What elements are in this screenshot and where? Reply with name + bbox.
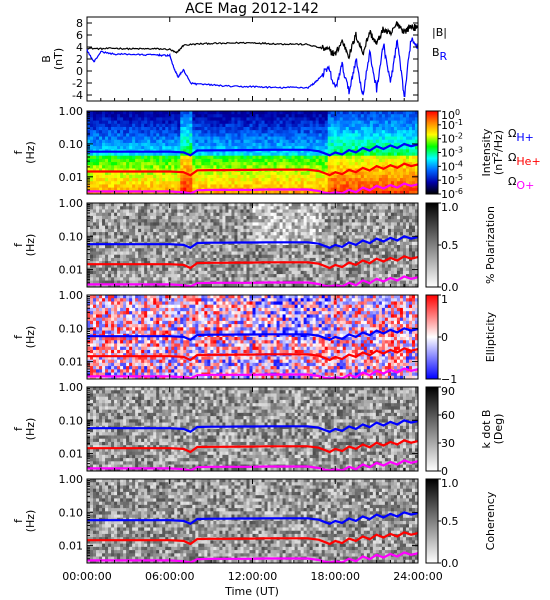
colorbar-tick-label: 10-5	[441, 173, 463, 187]
x-tick-label: 18:00:00	[311, 570, 360, 583]
colorbar-unit: (Deg)	[492, 414, 505, 445]
y-tick-label: 0.10	[59, 506, 84, 519]
colorbar-unit: (nT2/Hz)	[491, 130, 505, 175]
colorbar-tick-label: 60	[441, 409, 455, 422]
legend-b-magnitude: |B|	[432, 26, 447, 39]
y-axis-label: f	[12, 334, 25, 339]
colorbar-label: k dot B	[480, 410, 493, 449]
gyrofrequency-line-h-plus	[87, 419, 419, 434]
y-tick-label: 0.10	[59, 414, 84, 427]
gyrofrequency-line-he-plus	[87, 439, 419, 454]
colorbar-tick-label: 10-3	[441, 146, 463, 160]
colorbar-tick-label: 0.5	[441, 239, 459, 252]
gyrofrequency-line-h-plus	[87, 327, 419, 342]
y-tick-label: 1.00	[59, 473, 84, 486]
gyrofrequency-line-h-plus	[87, 511, 419, 526]
heatmap-panel-5	[87, 479, 419, 564]
gyrofrequency-line-h-plus	[87, 142, 419, 157]
legend-b-r: BR	[432, 46, 448, 63]
colorbar	[425, 386, 439, 472]
gyrofrequency-line-he-plus	[87, 162, 419, 177]
x-axis-label: Time (UT)	[224, 585, 279, 598]
y-axis-unit: (Hz)	[24, 234, 37, 257]
y-tick-label: 1.00	[59, 197, 84, 210]
colorbar-tick-label: 1.0	[441, 477, 459, 490]
series-line-b-magnitude	[86, 21, 418, 60]
y-tick-label: 0.01	[59, 171, 84, 184]
gyrofrequency-line-h-plus	[87, 235, 419, 250]
y-tick-label: 8	[76, 17, 83, 30]
y-axis-unit: (Hz)	[24, 141, 37, 164]
y-tick-label: 0.01	[59, 264, 84, 277]
y-axis-unit: (Hz)	[24, 510, 37, 533]
y-tick-label: 0.10	[59, 322, 84, 335]
y-axis-unit: (nT)	[52, 48, 65, 70]
colorbar-tick-label: 30	[441, 437, 455, 450]
y-axis-label: f	[12, 242, 25, 247]
y-axis-label: f	[12, 149, 25, 154]
y-tick-label: 0	[76, 65, 83, 78]
legend-omega-o-plus: ΩO+	[508, 175, 534, 192]
gyrofrequency-line-he-plus	[87, 347, 419, 362]
y-tick-label: 1.00	[59, 105, 84, 118]
y-axis-label: f	[12, 518, 25, 523]
x-tick-label: 12:00:00	[228, 570, 277, 583]
colorbar	[425, 202, 439, 288]
legend-omega-h-plus: ΩH+	[508, 127, 534, 144]
colorbar-tick-label: 0	[441, 331, 448, 344]
colorbar-label: Intensity	[480, 128, 493, 176]
gyrofrequency-line-he-plus	[87, 531, 419, 546]
y-tick-label: -4	[72, 89, 83, 102]
colorbar-tick-label: 1.0	[441, 201, 459, 214]
y-tick-label: 1.00	[59, 289, 84, 302]
colorbar-tick-label: 0.0	[441, 557, 459, 570]
y-tick-label: 0.10	[59, 138, 84, 151]
colorbar-tick-label: 10-4	[441, 159, 463, 173]
colorbar-tick-label: 0.5	[441, 515, 459, 528]
colorbar-tick-label: 10-1	[441, 118, 463, 132]
colorbar-tick-label: 1	[441, 293, 448, 306]
colorbar-label: Coherency	[484, 491, 497, 550]
y-tick-label: -2	[72, 77, 83, 90]
x-tick-label: 24:00:00	[393, 570, 442, 583]
y-axis-unit: (Hz)	[24, 326, 37, 349]
legend-omega-he-plus: ΩHe+	[508, 151, 541, 168]
colorbar-label: % Polarization	[484, 206, 497, 284]
heatmap-panel-3	[87, 295, 419, 380]
y-tick-label: 2	[76, 53, 83, 66]
colorbar-tick-label: 90	[441, 385, 455, 398]
colorbar	[425, 110, 439, 195]
colorbar-tick-label: 10-2	[441, 132, 463, 146]
y-tick-label: 0.10	[59, 230, 84, 243]
y-tick-label: 0.01	[59, 356, 84, 369]
y-axis-label: f	[12, 426, 25, 431]
series-line-b-r	[86, 37, 418, 98]
y-tick-label: 6	[76, 29, 83, 42]
y-tick-label: 4	[76, 41, 83, 54]
heatmap-panel-4	[87, 387, 419, 472]
y-axis-unit: (Hz)	[24, 418, 37, 441]
colorbar-tick-label: 0	[441, 465, 448, 478]
chart-title: ACE Mag 2012-142	[185, 1, 319, 17]
x-tick-label: 00:00:00	[62, 570, 111, 583]
gyrofrequency-line-he-plus	[87, 255, 419, 270]
y-tick-label: 1.00	[59, 381, 84, 394]
colorbar-tick-label: 0.0	[441, 281, 459, 294]
colorbar-label: Ellipticity	[484, 311, 497, 362]
x-tick-label: 06:00:00	[145, 570, 194, 583]
y-tick-label: 0.01	[59, 540, 84, 553]
y-tick-label: 0.01	[59, 448, 84, 461]
colorbar	[425, 294, 439, 380]
colorbar-tick-label: −1	[441, 373, 457, 386]
y-axis-label: B	[40, 55, 53, 63]
colorbar-tick-label: 10-6	[441, 187, 463, 201]
colorbar	[425, 478, 439, 564]
